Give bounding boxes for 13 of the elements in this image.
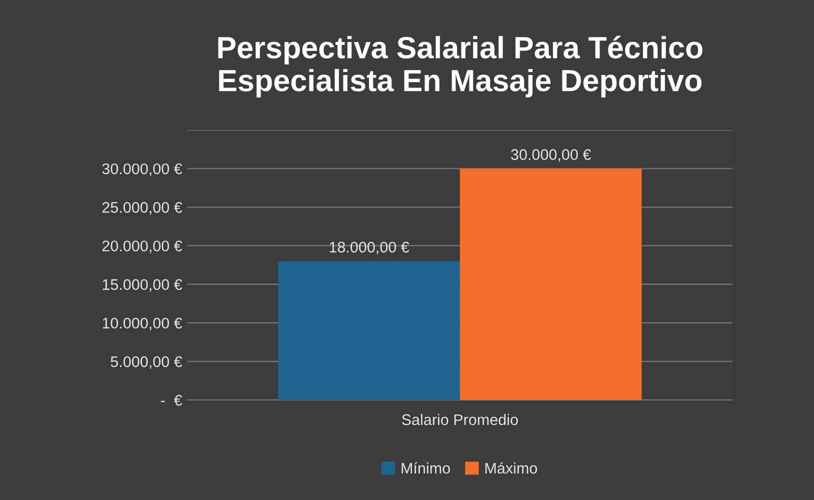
y-tick-label: 25.000,00 € [102, 202, 182, 215]
chart-title: Perspectiva Salarial Para Técnico Especialista En Masaje Deportivo [218, 36, 702, 98]
data-label: 18.000,00 € [330, 242, 410, 254]
legend-label: Máximo [485, 462, 538, 474]
y-tick-label: 30.000,00 € [102, 163, 182, 176]
legend-label: Mínimo [402, 462, 450, 474]
data-label: 30.000,00 € [511, 149, 591, 162]
y-tick-label: 15.000,00 € [102, 279, 182, 292]
y-tick-label: 10.000,00 € [102, 318, 182, 330]
y-tick-label: - € [160, 394, 182, 406]
x-tick-label: Salario Promedio [402, 414, 518, 426]
y-tick-label: 20.000,00 € [102, 240, 182, 254]
y-tick-label: 5.000,00 € [110, 356, 182, 369]
